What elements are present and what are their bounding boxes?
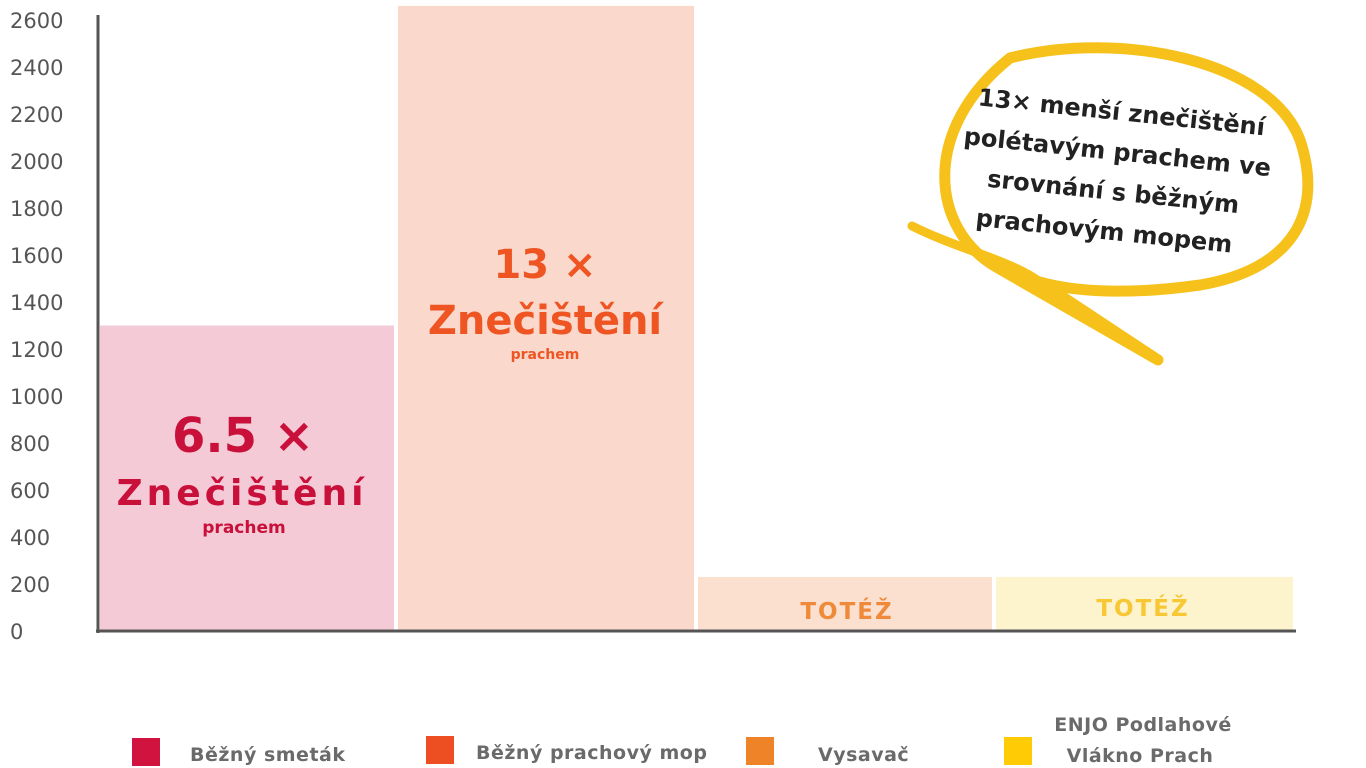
legend-swatch-mop (426, 736, 454, 764)
legend-swatch-enjo (1004, 737, 1032, 765)
bar-label-enjo: TOTÉŽ (1096, 594, 1189, 622)
legend-label-mop: Běžný prachový mop (476, 742, 707, 764)
y-tick-label: 1200 (10, 338, 63, 362)
y-tick-label: 1800 (10, 197, 63, 221)
y-tick-label: 600 (10, 479, 50, 503)
callout-tail (907, 221, 1045, 287)
legend-label-vysavac: Vysavač (818, 744, 909, 766)
bar-enjo (996, 576, 1293, 631)
legend-label-enjo-line2: Vlákno Prach (1067, 745, 1214, 767)
y-tick-labels: 0 200 400 600 800 1000 1200 1400 1600 1800 2000 220… (10, 9, 63, 644)
bar-label-vysavac: TOTÉŽ (800, 597, 893, 625)
y-tick-label: 0 (10, 620, 23, 644)
bar-label-mop-sub1: Znečištění (428, 298, 665, 344)
y-tick-label: 400 (10, 526, 50, 550)
legend: Běžný smeták Běžný prachový mop Vysavač … (132, 714, 1231, 767)
bars-layer (100, 5, 1293, 631)
legend-swatch-vysavac (746, 737, 774, 765)
y-tick-label: 200 (10, 573, 50, 597)
bar-label-smetak-main: 6.5 × (172, 408, 314, 464)
bar-vysavac (698, 576, 992, 631)
y-tick-label: 2600 (10, 9, 63, 33)
bar-label-mop-main: 13 × (493, 242, 596, 288)
bar-labels-layer: 6.5 × Znečištění prachem 13 × Znečištění prac… (117, 242, 1189, 625)
legend-label-enjo-line1: ENJO Podlahové (1054, 714, 1231, 736)
y-tick-label: 800 (10, 432, 50, 456)
y-tick-label: 1400 (10, 291, 63, 315)
bar-bezny-smetak (100, 325, 394, 631)
y-tick-label: 2000 (10, 150, 63, 174)
y-tick-label: 1600 (10, 244, 63, 268)
legend-swatch-smetak (132, 738, 160, 766)
bar-bezny-prachovy-mop (398, 5, 694, 631)
bar-label-smetak-sub2: prachem (202, 518, 285, 538)
y-tick-label: 1000 (10, 385, 63, 409)
y-tick-label: 2400 (10, 56, 63, 80)
callout-bubble: 13× menší znečištění polétavým prachem v… (907, 42, 1314, 366)
y-tick-label: 2200 (10, 103, 63, 127)
bar-label-mop-sub2: prachem (511, 347, 580, 363)
bar-label-smetak-sub1: Znečištění (117, 473, 368, 514)
legend-label-smetak: Běžný smeták (190, 744, 346, 766)
